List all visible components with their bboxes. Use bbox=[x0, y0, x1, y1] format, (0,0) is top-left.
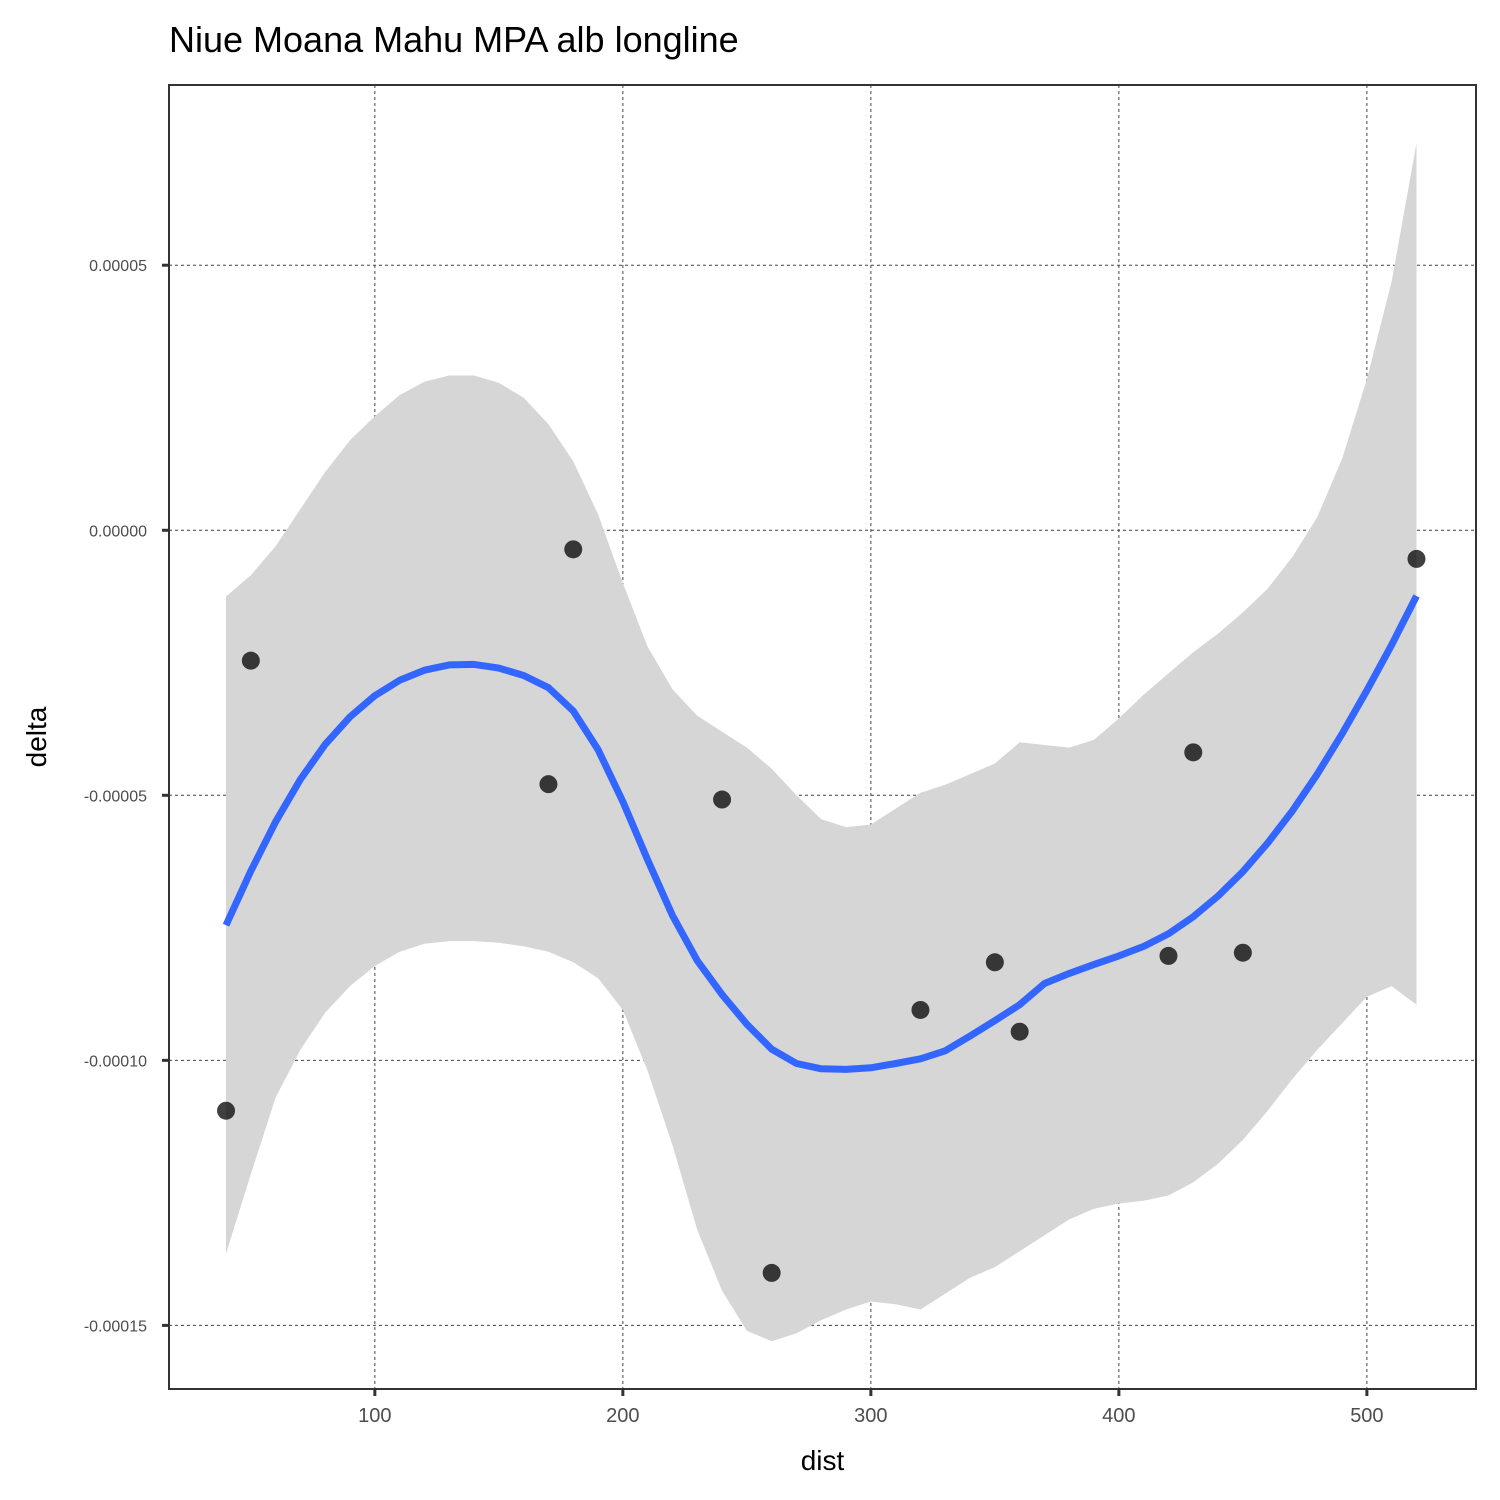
x-tick-label: 200 bbox=[606, 1405, 639, 1427]
data-point bbox=[713, 790, 732, 809]
smooth-line-layer bbox=[222, 594, 1420, 1073]
y-tick-label: -0.00015 bbox=[84, 1318, 147, 1335]
data-point bbox=[1407, 549, 1426, 568]
data-point bbox=[1010, 1022, 1029, 1041]
y-tick-label: -0.00010 bbox=[84, 1053, 147, 1070]
plot-panel-border bbox=[168, 84, 1477, 1390]
data-point bbox=[1233, 943, 1252, 962]
y-tick-label: 0.00000 bbox=[89, 523, 147, 540]
y-axis: 0.00005 0.00000 -0.00005 -0.00010 -0.00015 bbox=[84, 258, 169, 1335]
x-tick-label: 100 bbox=[358, 1405, 391, 1427]
x-tick-label: 500 bbox=[1350, 1405, 1383, 1427]
data-point bbox=[762, 1263, 781, 1282]
x-axis-title: dist bbox=[801, 1445, 845, 1476]
chart-title: Niue Moana Mahu MPA alb longline bbox=[169, 19, 739, 60]
smooth-trend-line bbox=[222, 594, 1420, 1073]
data-point bbox=[911, 1000, 930, 1019]
data-point bbox=[1184, 743, 1203, 762]
data-point bbox=[985, 953, 1004, 972]
data-point bbox=[241, 651, 260, 670]
y-axis-title: delta bbox=[21, 706, 52, 767]
data-point bbox=[1159, 946, 1178, 965]
x-axis: 100 200 300 400 500 bbox=[358, 1389, 1384, 1427]
data-point bbox=[564, 540, 583, 559]
confidence-band-layer bbox=[226, 143, 1417, 1342]
data-point bbox=[539, 775, 558, 794]
x-tick-label: 300 bbox=[854, 1405, 887, 1427]
confidence-band bbox=[226, 143, 1417, 1342]
y-tick-label: -0.00005 bbox=[84, 788, 147, 805]
data-points bbox=[217, 540, 1426, 1282]
x-tick-label: 400 bbox=[1102, 1405, 1135, 1427]
data-point bbox=[217, 1101, 236, 1120]
y-tick-label: 0.00005 bbox=[89, 258, 147, 275]
